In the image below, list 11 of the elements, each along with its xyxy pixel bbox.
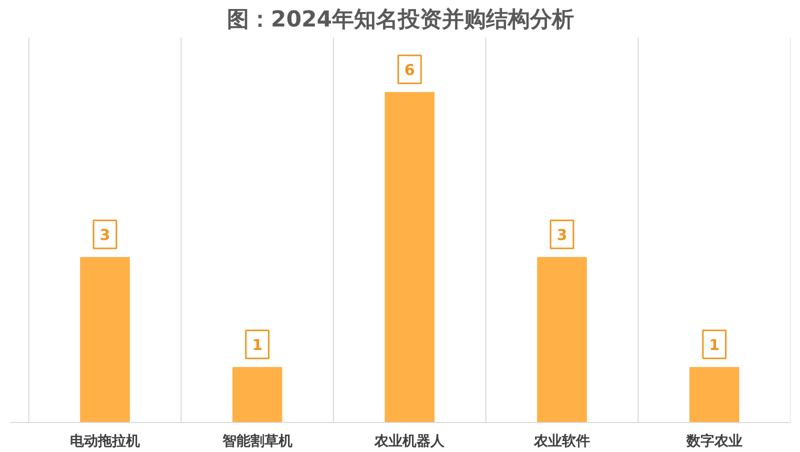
data-label: 3	[100, 226, 110, 244]
x-tick-label: 数字农业	[685, 432, 742, 450]
x-tick-label: 电动拖拉机	[70, 434, 140, 450]
x-tick-label: 农业软件	[532, 434, 590, 450]
x-tick-label: 智能割草机	[221, 432, 292, 450]
data-label: 1	[709, 336, 720, 354]
data-label: 6	[404, 60, 415, 79]
data-label: 1	[252, 336, 263, 354]
x-tick-label: 农业机器人	[374, 434, 446, 450]
chart-title: 图：2024年知名投资并购结构分析	[226, 6, 574, 32]
data-label: 3	[556, 226, 568, 244]
